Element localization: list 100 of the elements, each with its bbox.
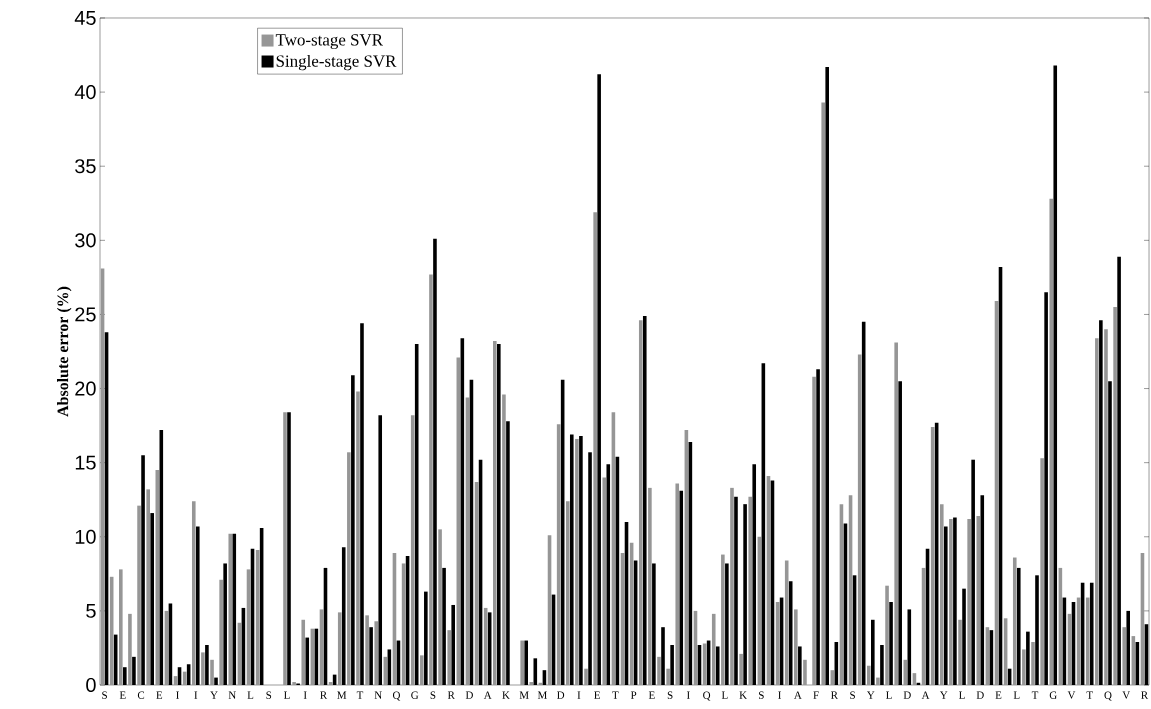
x-tick-label: C bbox=[137, 691, 145, 699]
y-tick-label: 45 bbox=[74, 11, 96, 25]
bar bbox=[1031, 642, 1035, 685]
x-tick-label: T bbox=[612, 691, 619, 699]
bar bbox=[201, 652, 205, 685]
x-tick-label: Y bbox=[210, 691, 218, 699]
bar bbox=[876, 677, 880, 685]
bar bbox=[292, 682, 296, 685]
x-tick-label: D bbox=[557, 691, 565, 699]
x-tick-label: R bbox=[320, 691, 328, 699]
x-tick-label: S bbox=[266, 691, 272, 699]
bar bbox=[675, 483, 680, 685]
bar bbox=[146, 489, 150, 685]
bar bbox=[219, 579, 223, 685]
bar bbox=[648, 487, 652, 685]
bar bbox=[593, 212, 597, 685]
x-tick-label: N bbox=[374, 691, 382, 699]
x-tick-label: S bbox=[759, 691, 764, 699]
x-tick-label: Q bbox=[392, 691, 401, 701]
bar bbox=[1113, 307, 1117, 685]
x-tick-label: K bbox=[739, 691, 747, 699]
bar bbox=[410, 415, 415, 685]
x-tick-label: I bbox=[303, 691, 307, 699]
x-tick-label: Y bbox=[939, 691, 948, 699]
bar bbox=[894, 342, 898, 685]
x-tick-label: K bbox=[502, 691, 510, 699]
bar bbox=[976, 516, 981, 685]
x-tick-label: L bbox=[247, 691, 254, 699]
x-tick-label: R bbox=[830, 691, 838, 699]
bar bbox=[565, 501, 570, 685]
bar bbox=[128, 613, 132, 685]
x-tick-label: E bbox=[648, 691, 655, 699]
x-tick-label: T bbox=[1031, 691, 1039, 699]
x-tick-label: P bbox=[630, 691, 637, 699]
bar bbox=[429, 274, 433, 685]
bar bbox=[602, 477, 607, 685]
bar bbox=[1040, 458, 1044, 685]
bar bbox=[575, 438, 579, 685]
x-tick-label: Q bbox=[1104, 691, 1112, 701]
x-tick-label: S bbox=[667, 691, 673, 699]
x-tick-label: G bbox=[411, 691, 419, 699]
bar bbox=[939, 504, 944, 685]
y-tick-label: 20 bbox=[75, 381, 96, 396]
x-tick-label: D bbox=[465, 691, 473, 699]
x-tick-label: M bbox=[537, 691, 547, 699]
bar bbox=[748, 496, 753, 685]
y-tick-label: 40 bbox=[74, 85, 96, 100]
x-tick-label: V bbox=[1122, 691, 1131, 699]
bar bbox=[803, 659, 807, 685]
bar bbox=[356, 391, 360, 685]
bar bbox=[283, 412, 287, 685]
legend-label: Single-stage SVR bbox=[276, 54, 397, 71]
x-tick-label: S bbox=[102, 691, 107, 699]
x-tick-label: I bbox=[577, 691, 581, 699]
bar bbox=[493, 341, 497, 685]
bar bbox=[301, 619, 306, 685]
x-tick-label: E bbox=[119, 691, 126, 699]
x-tick-label: D bbox=[976, 691, 984, 699]
bar bbox=[210, 659, 214, 685]
bar bbox=[191, 501, 196, 685]
x-tick-label: A bbox=[921, 691, 930, 699]
bar bbox=[228, 533, 233, 685]
bar bbox=[365, 615, 369, 685]
bar bbox=[502, 394, 506, 685]
bar bbox=[137, 505, 141, 685]
bar bbox=[812, 376, 816, 685]
bar bbox=[967, 518, 971, 685]
x-tick-label: G bbox=[1049, 691, 1057, 699]
bar bbox=[337, 612, 342, 685]
y-tick-label: 5 bbox=[86, 603, 96, 618]
y-tick-label: 0 bbox=[86, 677, 96, 693]
x-tick-label: Y bbox=[866, 691, 875, 699]
bar bbox=[867, 665, 871, 685]
x-tick-label: E bbox=[594, 691, 600, 699]
x-tick-label: L bbox=[283, 691, 290, 699]
bar bbox=[958, 619, 962, 685]
bar bbox=[666, 668, 670, 685]
bar bbox=[711, 613, 716, 685]
x-tick-label: N bbox=[228, 691, 236, 699]
y-tick-label: 30 bbox=[75, 233, 96, 248]
y-axis-title: Absolute error (%) bbox=[57, 286, 72, 417]
y-tick-label: 25 bbox=[75, 307, 96, 322]
x-tick-label: I bbox=[686, 691, 690, 699]
x-tick-label: A bbox=[483, 691, 492, 699]
bar bbox=[374, 621, 379, 685]
x-tick-label: M bbox=[337, 691, 347, 699]
bar bbox=[1012, 557, 1017, 685]
bar bbox=[638, 320, 643, 685]
x-tick-label: F bbox=[813, 691, 819, 699]
bar bbox=[949, 518, 953, 685]
x-tick-label: I bbox=[176, 691, 179, 699]
x-tick-label: S bbox=[850, 691, 855, 699]
x-tick-label: T bbox=[356, 691, 364, 699]
x-tick-label: L bbox=[1013, 691, 1020, 699]
bar bbox=[739, 653, 743, 685]
bar bbox=[1085, 597, 1090, 685]
x-tick-label: R bbox=[447, 691, 455, 699]
legend-label: Two-stage SVR bbox=[275, 34, 383, 50]
x-tick-label: Q bbox=[703, 691, 711, 701]
x-tick-label: L bbox=[721, 691, 728, 699]
